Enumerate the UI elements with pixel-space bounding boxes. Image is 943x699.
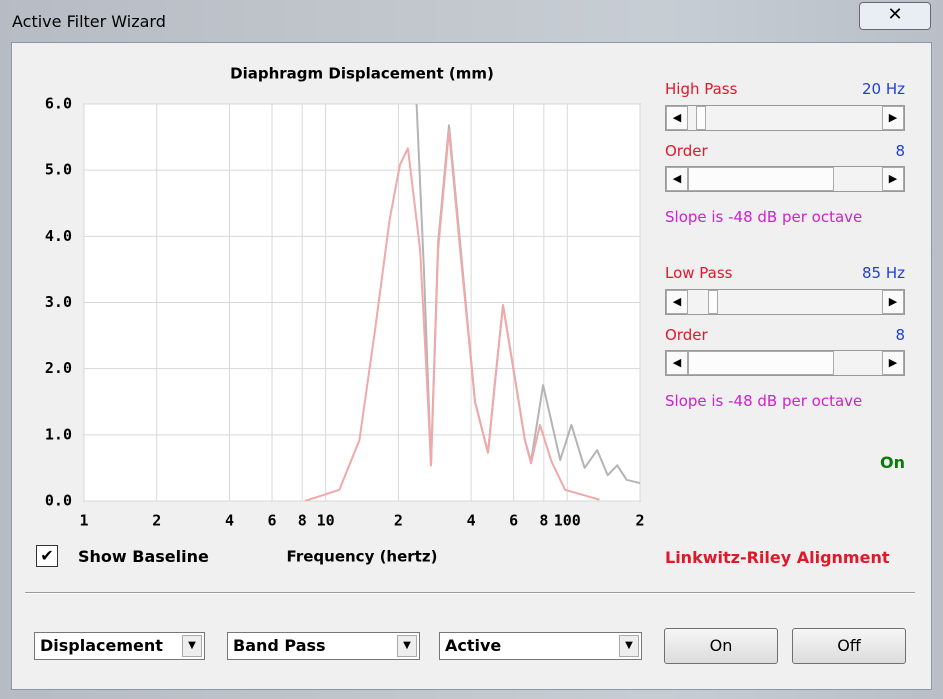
window-title: Active Filter Wizard bbox=[12, 12, 166, 31]
order-slider[interactable]: ◀ ▶ bbox=[665, 350, 905, 376]
slope-text: Slope is -48 dB per octave bbox=[665, 392, 863, 410]
high-pass-label: High Pass bbox=[665, 80, 738, 98]
separator bbox=[25, 592, 915, 594]
dropdown-text: Active bbox=[445, 636, 502, 655]
status: On bbox=[880, 453, 905, 472]
x-tick-label: 6 bbox=[268, 512, 277, 530]
y-tick-label: 5.0 bbox=[45, 161, 72, 179]
slope-text: Slope is -48 dB per octave bbox=[665, 208, 863, 226]
x-tick-label: 1 bbox=[79, 512, 88, 530]
x-tick-label: 2 bbox=[635, 512, 644, 530]
checkbox-label: Show Baseline bbox=[78, 547, 209, 566]
dropdown[interactable]: Band Pass ▼ bbox=[227, 632, 420, 660]
x-tick-label: 2 bbox=[152, 512, 161, 530]
y-tick-label: 6.0 bbox=[45, 95, 72, 113]
dropdown[interactable]: Displacement ▼ bbox=[34, 632, 205, 660]
dropdown-text: Band Pass bbox=[233, 636, 326, 655]
x-tick-label: 6 bbox=[509, 512, 518, 530]
low-pass-label: Low Pass bbox=[665, 264, 733, 282]
y-tick-label: 2.0 bbox=[45, 359, 72, 377]
low-pass-slider[interactable]: ◀ ▶ bbox=[665, 289, 905, 315]
order-value: 8 bbox=[895, 142, 905, 160]
close-button[interactable]: ✕ bbox=[859, 2, 931, 30]
x-axis-label: Frequency (hertz) bbox=[287, 548, 438, 566]
x-tick-label: 8 bbox=[298, 512, 307, 530]
order-label: Order bbox=[665, 326, 708, 344]
y-tick-label: 1.0 bbox=[45, 425, 72, 443]
high-pass-value: 20 Hz bbox=[861, 80, 905, 98]
y-tick-label: 3.0 bbox=[45, 293, 72, 311]
checkbox[interactable]: ✔ bbox=[36, 545, 58, 567]
x-tick-label: 2 bbox=[394, 512, 403, 530]
alignment: Linkwitz-Riley Alignment bbox=[665, 548, 890, 567]
x-tick-label: 10 bbox=[317, 512, 335, 530]
high-pass-slider[interactable]: ◀ ▶ bbox=[665, 105, 905, 131]
on-button[interactable]: On bbox=[664, 628, 778, 664]
order-value: 8 bbox=[895, 326, 905, 344]
dropdown-text: Displacement bbox=[40, 636, 163, 655]
x-tick-label: 4 bbox=[467, 512, 476, 530]
x-tick-label: 100 bbox=[554, 512, 581, 530]
dropdown[interactable]: Active ▼ bbox=[439, 632, 642, 660]
chart-title: Diaphragm Displacement (mm) bbox=[230, 65, 494, 83]
order-label: Order bbox=[665, 142, 708, 160]
line-series bbox=[304, 129, 600, 501]
y-tick-label: 0.0 bbox=[45, 492, 72, 510]
low-pass-value: 85 Hz bbox=[861, 264, 905, 282]
order-slider[interactable]: ◀ ▶ bbox=[665, 166, 905, 192]
x-tick-label: 4 bbox=[225, 512, 234, 530]
y-tick-label: 4.0 bbox=[45, 227, 72, 245]
x-tick-label: 8 bbox=[539, 512, 548, 530]
off-button[interactable]: Off bbox=[792, 628, 906, 664]
